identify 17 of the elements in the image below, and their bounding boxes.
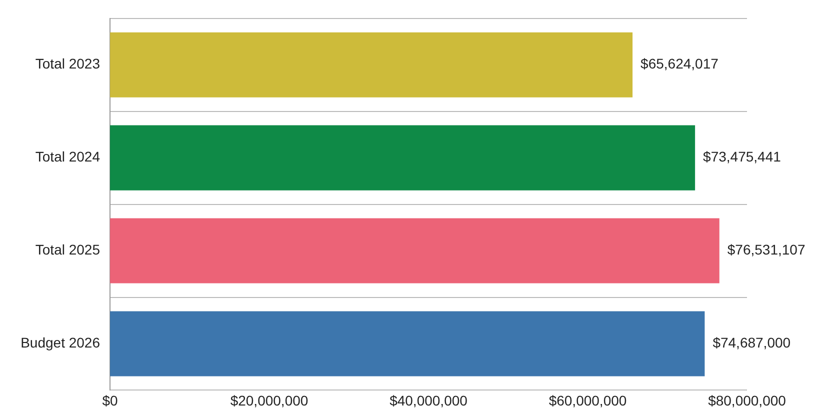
x-tick-label: $80,000,000 [708, 392, 786, 408]
data-label: $76,531,107 [727, 242, 806, 258]
data-label: $74,687,000 [712, 334, 791, 351]
y-tick-label: Budget 2026 [20, 334, 100, 351]
data-label: $65,624,017 [640, 56, 719, 72]
bar [110, 125, 696, 190]
bar [110, 218, 720, 284]
bar [110, 311, 705, 376]
x-tick-label: $0 [102, 392, 118, 408]
bar [110, 32, 633, 98]
data-label: $73,475,441 [703, 148, 782, 165]
x-tick-label: $40,000,000 [390, 392, 468, 408]
y-tick-label: Total 2023 [35, 56, 100, 72]
x-tick-label: $60,000,000 [548, 392, 627, 408]
y-tick-label: Total 2025 [35, 242, 100, 258]
x-tick-label: $20,000,000 [230, 392, 308, 408]
y-tick-label: Total 2024 [35, 148, 100, 165]
